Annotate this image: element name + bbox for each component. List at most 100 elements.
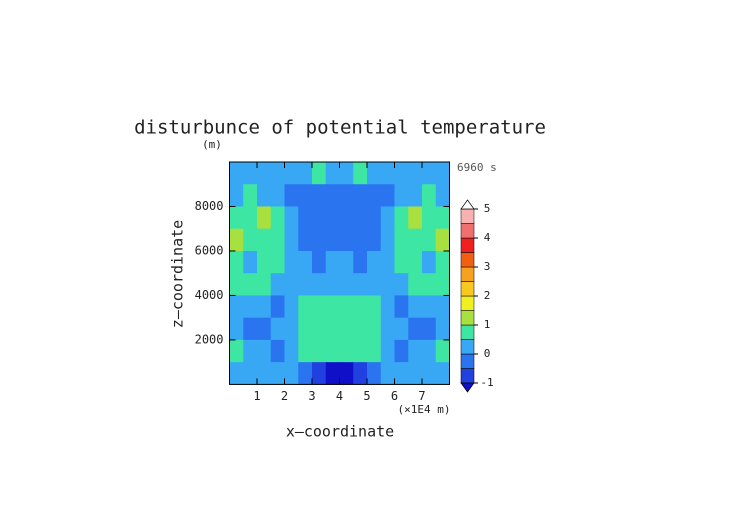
contour-cell	[284, 273, 299, 296]
y-unit: (m)	[202, 138, 222, 151]
contour-cell	[284, 317, 299, 341]
contour-cell	[380, 362, 395, 385]
contour-cell	[394, 339, 409, 363]
contour-cell	[325, 162, 340, 185]
contour-cell	[229, 206, 244, 230]
contour-cell	[270, 339, 285, 363]
contour-cell	[422, 206, 437, 230]
contour-cell	[312, 162, 327, 185]
contour-cell	[270, 362, 285, 385]
colorbar-segment	[460, 266, 475, 282]
contour-cell	[394, 317, 409, 341]
contour-cell	[270, 273, 285, 296]
contour-cell	[270, 206, 285, 230]
contour-cell	[380, 184, 395, 207]
contour-cell	[257, 295, 272, 319]
contour-cell	[435, 273, 450, 296]
contour-cell	[339, 273, 354, 296]
contour-cell	[270, 184, 285, 207]
contour-cell	[394, 295, 409, 319]
contour-cell	[353, 339, 368, 363]
contour-cell	[394, 273, 409, 296]
contour-cell	[353, 162, 368, 185]
x-tick-label: 5	[363, 389, 370, 403]
contour-cell	[353, 206, 368, 230]
x-tick-label: 3	[308, 389, 315, 403]
contour-cell	[422, 162, 437, 185]
contour-cell	[270, 228, 285, 252]
contour-cell	[353, 228, 368, 252]
colorbar-segment	[460, 295, 475, 311]
contour-cell	[380, 206, 395, 230]
contour-cell	[422, 273, 437, 296]
contour-cell	[380, 317, 395, 341]
contour-cell	[257, 206, 272, 230]
contour-cell	[270, 250, 285, 274]
colorbar-tick-label: -1	[480, 376, 493, 389]
contour-cell	[367, 295, 382, 319]
contour-cell	[298, 184, 313, 207]
contour-cell	[312, 295, 327, 319]
colorbar-segment	[460, 208, 475, 224]
contour-cell	[422, 362, 437, 385]
contour-cell	[243, 362, 258, 385]
contour-cell	[229, 184, 244, 207]
colorbar-tick-label: 2	[484, 289, 491, 302]
contour-cell	[435, 228, 450, 252]
contour-cell	[422, 184, 437, 207]
contour-cell	[394, 362, 409, 385]
contour-cell	[394, 184, 409, 207]
contour-cell	[284, 184, 299, 207]
contour-cell	[408, 362, 423, 385]
contour-cell	[353, 295, 368, 319]
contour-cell	[408, 228, 423, 252]
colorbar-segment	[460, 368, 475, 384]
contour-cell	[229, 228, 244, 252]
y-axis-title: z—coordinate	[169, 220, 187, 328]
contour-cell	[325, 228, 340, 252]
contour-cell	[367, 339, 382, 363]
contour-cell	[270, 317, 285, 341]
contour-cell	[312, 206, 327, 230]
contour-cell	[380, 339, 395, 363]
contour-cell	[270, 295, 285, 319]
contour-cell	[298, 317, 313, 341]
colorbar-tick-label: 3	[484, 260, 491, 273]
contour-cell	[229, 250, 244, 274]
contour-cell	[353, 250, 368, 274]
contour-cell	[353, 273, 368, 296]
contour-cell	[229, 162, 244, 185]
contour-cell	[298, 228, 313, 252]
contour-cell	[257, 250, 272, 274]
contour-cell	[312, 317, 327, 341]
contour-cell	[257, 362, 272, 385]
contour-cell	[312, 273, 327, 296]
colorbar-segment	[460, 324, 475, 340]
contour-cell	[394, 250, 409, 274]
chart-title: disturbunce of potential temperature	[134, 117, 546, 139]
contour-cell	[422, 317, 437, 341]
contour-cell	[408, 206, 423, 230]
y-tick-label: 8000	[195, 199, 224, 213]
x-unit: (×1E4 m)	[398, 403, 451, 416]
colorbar-segment	[460, 223, 475, 239]
contour-cell	[339, 362, 354, 385]
contour-cell	[435, 362, 450, 385]
contour-cell	[380, 295, 395, 319]
colorbar-tick-label: 0	[484, 347, 491, 360]
contour-cell	[325, 339, 340, 363]
contour-cell	[435, 339, 450, 363]
contour-cell	[339, 228, 354, 252]
contour-cell	[243, 228, 258, 252]
contour-cell	[243, 250, 258, 274]
contour-cell	[312, 362, 327, 385]
contour-cell	[422, 228, 437, 252]
y-tick-label: 4000	[195, 288, 224, 302]
y-tick-label: 2000	[195, 332, 224, 346]
contour-cell	[243, 317, 258, 341]
contour-cell	[422, 295, 437, 319]
colorbar-segment	[460, 252, 475, 268]
contour-cell	[422, 339, 437, 363]
contour-cell	[284, 339, 299, 363]
